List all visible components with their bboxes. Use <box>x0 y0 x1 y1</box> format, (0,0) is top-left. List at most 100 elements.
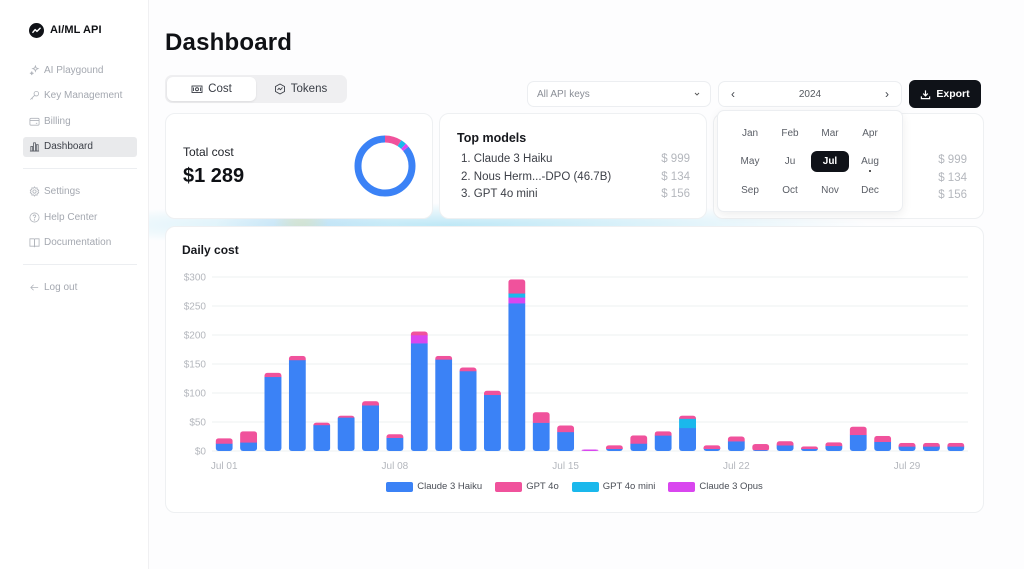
month-sep[interactable]: Sep <box>741 184 759 196</box>
month-dec[interactable]: Dec <box>861 184 879 196</box>
month-picker-popover: Jan Feb Mar Apr May Ju Jul Aug Sep Oct N… <box>717 110 903 212</box>
bar-jul-28[interactable] <box>874 435 892 451</box>
month-may[interactable]: May <box>740 156 760 168</box>
year-picker[interactable]: ‹ 2024 › <box>718 81 902 107</box>
bar-jul-01[interactable] <box>215 438 233 452</box>
sidebar-item-label: Help Center <box>44 211 98 223</box>
model-name: GPT 4o mini <box>473 188 538 200</box>
bar-jul-12[interactable] <box>483 390 501 452</box>
month-aug[interactable]: Aug <box>851 151 889 173</box>
bar-jul-26[interactable] <box>825 442 843 452</box>
bar-jul-21[interactable] <box>703 445 721 451</box>
total-cost-label: Total cost <box>183 145 234 159</box>
legend-item[interactable]: Claude 3 Haiku <box>386 481 482 492</box>
bar-segment <box>776 441 794 446</box>
model-cost: $ 156 <box>661 188 690 200</box>
bar-jul-13[interactable] <box>508 279 526 451</box>
sidebar-item-label: AI Playgound <box>44 64 104 76</box>
bar-jul-30[interactable] <box>922 442 940 452</box>
month-apr[interactable]: Apr <box>862 127 878 139</box>
tab-tokens[interactable]: Tokens <box>256 77 345 101</box>
x-tick-label: Jul 01 <box>211 461 238 472</box>
bar-jul-24[interactable] <box>776 441 794 451</box>
sidebar-item-help-center[interactable]: Help Center <box>23 207 137 227</box>
gear-icon <box>29 186 40 197</box>
bar-segment <box>922 442 940 447</box>
month-feb[interactable]: Feb <box>781 127 799 139</box>
model-cost: $ 134 <box>938 171 967 184</box>
month-oct[interactable]: Oct <box>782 184 798 196</box>
bar-jul-11[interactable] <box>459 367 477 451</box>
bar-jul-19[interactable] <box>654 431 672 451</box>
sidebar-item-dashboard[interactable]: Dashboard <box>23 136 137 157</box>
bar-jul-27[interactable] <box>849 426 867 452</box>
bar-jul-22[interactable] <box>727 436 745 452</box>
bar-jul-29[interactable] <box>898 442 916 452</box>
month-jul[interactable]: Jul <box>811 151 849 173</box>
tab-label: Tokens <box>290 83 328 95</box>
legend-label: GPT 4o <box>526 481 559 492</box>
chevron-right-icon[interactable]: › <box>885 87 889 101</box>
bar-jul-20[interactable] <box>679 415 697 452</box>
bar-segment <box>752 444 770 451</box>
api-key-select[interactable]: All API keys <box>527 81 711 107</box>
bar-jul-14[interactable] <box>532 412 550 451</box>
bar-segment <box>483 394 501 451</box>
bar-jul-04[interactable] <box>288 355 306 452</box>
bar-jul-06[interactable] <box>337 415 355 452</box>
sidebar-item-ai-playground[interactable]: AI Playgound <box>23 60 137 80</box>
export-button[interactable]: Export <box>909 80 981 108</box>
brand[interactable]: AI/ML API <box>29 22 136 38</box>
bar-segment <box>532 422 550 451</box>
logout-button[interactable]: Log out <box>23 278 137 298</box>
bar-jul-18[interactable] <box>630 435 648 451</box>
bar-jul-17[interactable] <box>605 445 623 451</box>
chevron-left-icon[interactable]: ‹ <box>731 87 735 101</box>
month-nov[interactable]: Nov <box>821 184 839 196</box>
bar-segment <box>313 424 331 452</box>
bar-jul-15[interactable] <box>557 425 575 451</box>
sidebar-item-documentation[interactable]: Documentation <box>23 233 137 253</box>
bar-jul-25[interactable] <box>800 446 818 452</box>
legend-item[interactable]: Claude 3 Opus <box>668 481 763 492</box>
bar-jul-23[interactable] <box>752 444 770 451</box>
bar-segment <box>727 441 745 451</box>
bar-segment <box>679 418 697 429</box>
bar-jul-09[interactable] <box>410 331 428 452</box>
sidebar-item-billing[interactable]: Billing <box>23 111 137 131</box>
model-cost: $ 999 <box>661 153 690 165</box>
sidebar-item-settings[interactable]: Settings <box>23 182 137 202</box>
bar-jul-10[interactable] <box>435 355 453 452</box>
bar-segment <box>410 335 428 344</box>
bar-segment <box>459 370 477 451</box>
top-models-card: Top models 1. Claude 3 Haiku $ 999 2. No… <box>439 113 707 219</box>
bar-jul-31[interactable] <box>947 442 965 452</box>
bar-jul-08[interactable] <box>386 434 404 451</box>
legend-item[interactable]: GPT 4o <box>495 481 559 492</box>
bar-segment <box>776 445 794 451</box>
api-key-select-value: All API keys <box>537 88 590 100</box>
bar-segment <box>654 431 672 436</box>
y-tick-label: $100 <box>184 389 207 400</box>
tab-cost[interactable]: Cost <box>167 77 256 101</box>
legend-label: Claude 3 Haiku <box>417 481 483 492</box>
daily-cost-chart: $0 $50 $100 $150 $200 $250 $300 Jul 01 Jul 08 Jul… <box>184 273 968 472</box>
bar-segment <box>800 446 818 449</box>
legend-item[interactable]: GPT 4o mini <box>571 481 655 492</box>
year-value: 2024 <box>798 88 822 100</box>
bar-segment <box>654 435 672 451</box>
bar-jul-03[interactable] <box>264 372 282 452</box>
month-jan[interactable]: Jan <box>741 127 759 139</box>
bar-segment <box>581 449 599 451</box>
activity-icon <box>274 83 285 95</box>
sidebar-item-key-management[interactable]: Key Management <box>23 86 137 106</box>
bar-segment <box>264 372 282 378</box>
x-tick-label: Jul 08 <box>382 461 409 472</box>
bar-jul-16[interactable] <box>581 449 599 452</box>
bar-jul-05[interactable] <box>313 422 331 452</box>
bar-jul-07[interactable] <box>362 401 380 451</box>
bar-jul-02[interactable] <box>240 431 258 451</box>
month-jun[interactable]: Ju <box>784 156 796 168</box>
bar-segment <box>557 431 575 451</box>
month-mar[interactable]: Mar <box>821 127 839 139</box>
